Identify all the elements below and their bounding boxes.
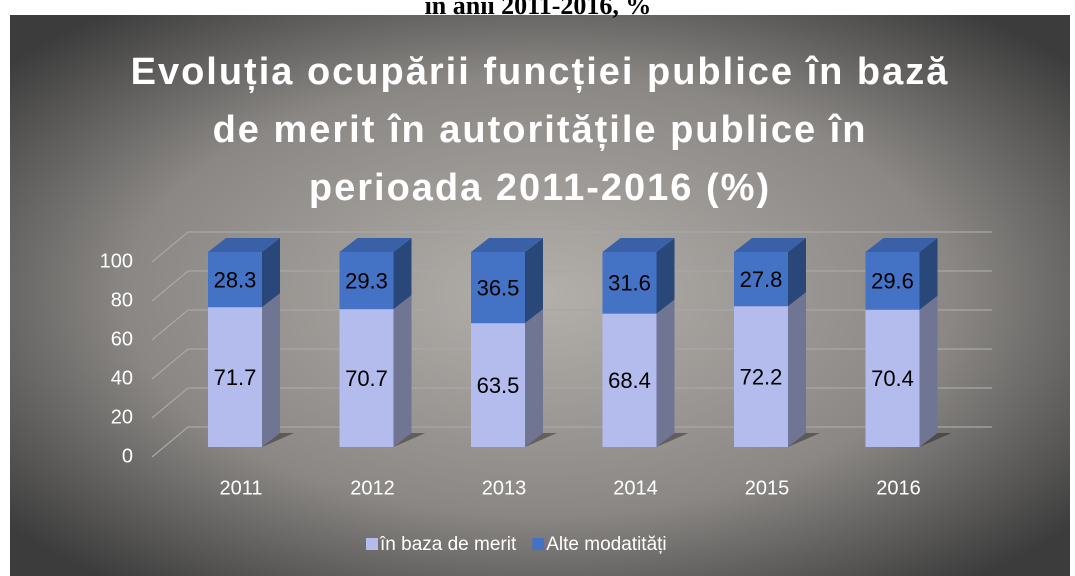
chart-title: perioada 2011-2016 (%): [309, 167, 771, 209]
bar: [865, 252, 920, 310]
y-tick-label: 60: [111, 328, 133, 350]
data-label: 31.6: [608, 271, 651, 296]
data-label: 36.5: [477, 275, 520, 300]
y-tick-label: 100: [100, 250, 133, 272]
grid-line: [151, 426, 992, 458]
data-label: 68.4: [608, 368, 651, 393]
data-label: 70.7: [345, 366, 388, 391]
bar: [208, 307, 262, 447]
data-label: 29.3: [345, 268, 388, 293]
bar-top: [208, 238, 280, 252]
bar-top: [339, 238, 412, 252]
bar-top: [471, 238, 543, 252]
chart-title: de merit în autoritățile publice în: [213, 109, 868, 151]
x-tick-label: 2014: [613, 477, 658, 499]
grid-line: [151, 387, 992, 419]
caption: în anii 2011-2016, %: [424, 0, 652, 20]
bar-side: [919, 295, 938, 447]
data-label: 71.7: [214, 365, 257, 390]
bar: [734, 306, 788, 447]
legend-label: în baza de merit: [379, 534, 517, 555]
bar-side: [525, 309, 543, 447]
chart-title: Evoluția ocupării funcției publice în ba…: [131, 51, 950, 93]
y-tick-label: 80: [111, 289, 133, 311]
data-label: 28.3: [214, 267, 257, 292]
bar-side: [919, 238, 938, 310]
bar-side: [393, 295, 412, 447]
bar-side: [788, 238, 806, 307]
bar: [339, 252, 394, 310]
y-tick-label: 0: [122, 445, 133, 467]
data-label: 29.6: [871, 269, 914, 294]
bar-side: [656, 238, 675, 314]
bar-top: [734, 238, 806, 252]
data-label: 27.8: [740, 267, 783, 292]
bar: [865, 309, 920, 447]
bar: [208, 252, 262, 308]
bar-side: [788, 292, 806, 447]
bar-side: [656, 299, 675, 447]
y-tick-label: 20: [111, 406, 133, 428]
legend-swatch: [366, 538, 378, 550]
x-tick-label: 2013: [482, 477, 527, 499]
bar-top: [602, 238, 675, 252]
grid-line: [151, 231, 992, 263]
data-label: 70.4: [871, 366, 914, 391]
x-tick-label: 2016: [876, 477, 921, 499]
x-tick-label: 2015: [745, 477, 790, 499]
bar-side: [393, 238, 412, 310]
y-tick-label: 40: [111, 367, 133, 389]
bar: [602, 313, 657, 447]
bar: [602, 252, 657, 314]
data-label: 72.2: [740, 364, 783, 389]
grid-line: [151, 348, 992, 380]
bar-side: [262, 238, 280, 308]
x-tick-label: 2012: [350, 477, 395, 499]
bar-side: [525, 238, 543, 324]
bar: [471, 323, 525, 447]
bar-top: [865, 238, 938, 252]
bar: [471, 252, 525, 324]
grid-line: [151, 270, 992, 302]
bar: [734, 252, 788, 307]
bar: [339, 309, 394, 447]
x-tick-label: 2011: [219, 477, 262, 499]
grid-line: [151, 309, 992, 341]
data-label: 63.5: [477, 373, 520, 398]
bar-side: [262, 293, 280, 447]
legend-label: Alte modatități: [546, 534, 666, 555]
legend-swatch: [532, 538, 545, 550]
